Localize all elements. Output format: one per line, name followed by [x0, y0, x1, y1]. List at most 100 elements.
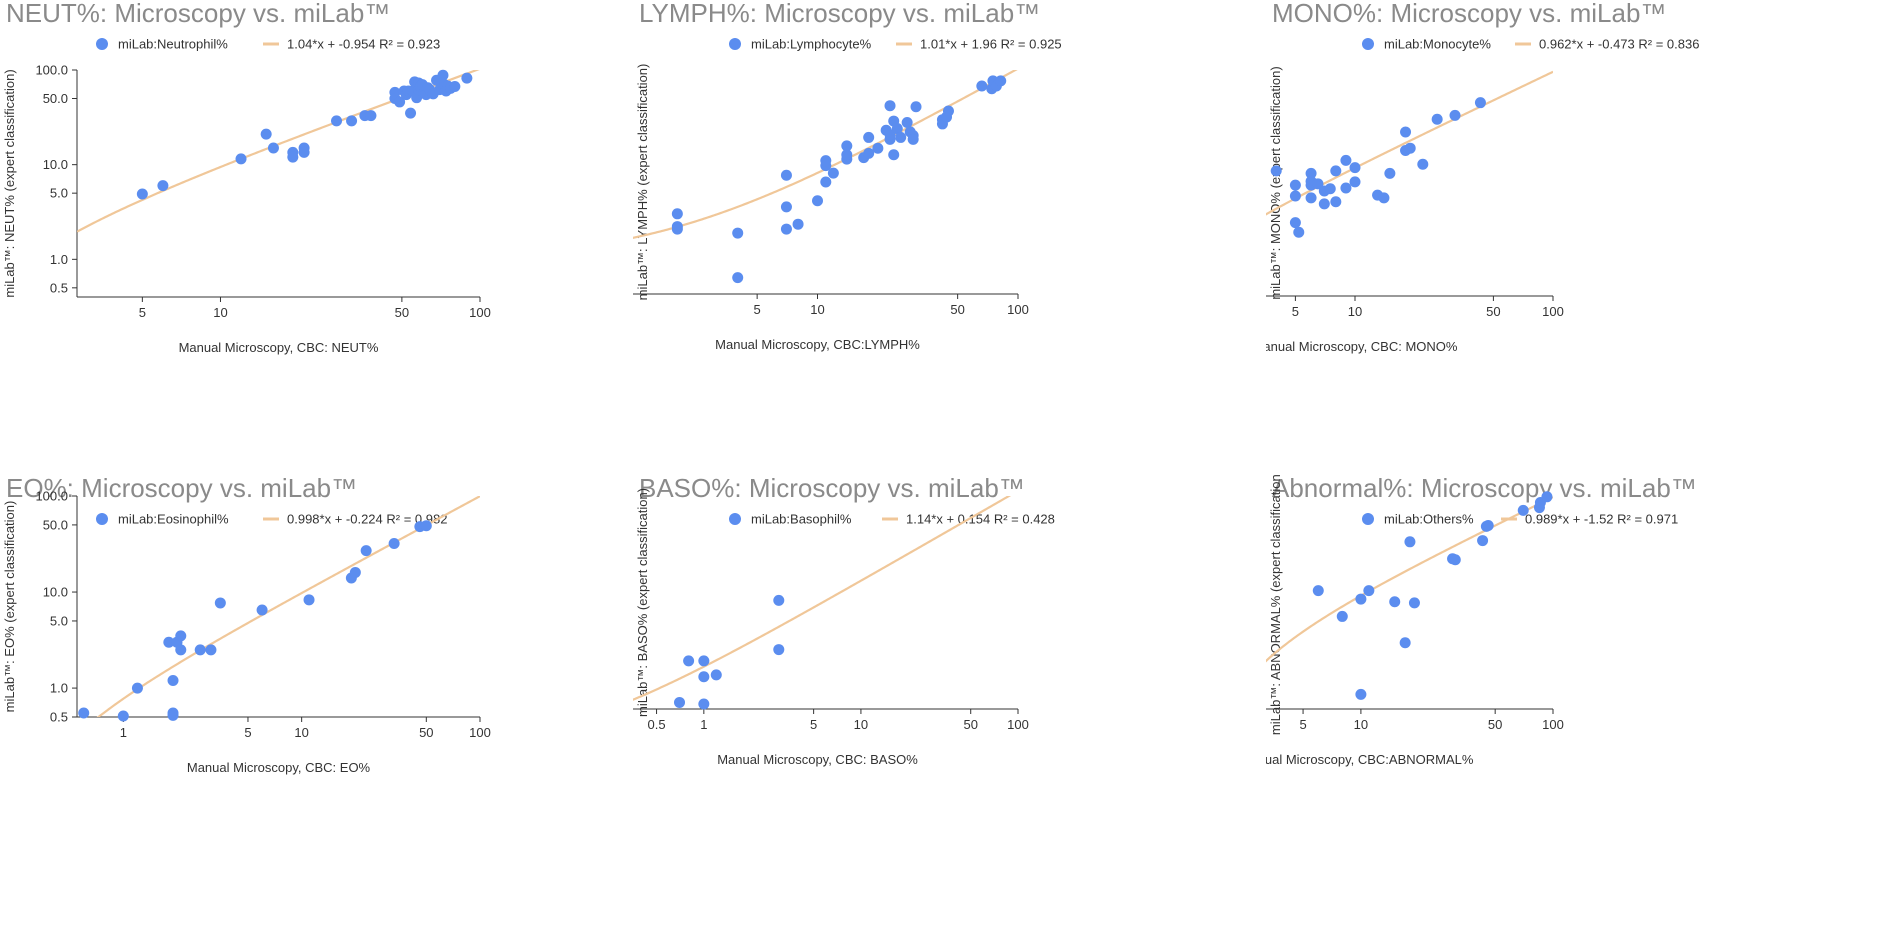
data-point — [891, 123, 903, 135]
data-point — [1305, 192, 1317, 204]
data-point — [1449, 554, 1461, 566]
data-point — [1389, 596, 1401, 608]
x-tick-label: 100 — [1542, 717, 1564, 732]
x-axis-title: Manual Microscopy, CBC: NEUT% — [179, 340, 379, 355]
chart-title: NEUT%: Microscopy vs. miLab™ — [6, 0, 390, 28]
data-point — [346, 115, 358, 127]
legend-label-series: miLab:Basophil% — [751, 512, 852, 527]
data-point — [136, 188, 148, 200]
data-point — [710, 669, 722, 681]
data-point — [732, 272, 744, 284]
x-tick-label: 50 — [963, 717, 977, 732]
x-tick-label: 100 — [1007, 302, 1029, 317]
data-point — [698, 698, 710, 710]
x-axis-title: Manual Microscopy, CBC:ABNORMAL% — [1266, 752, 1474, 767]
x-axis-title: Manual Microscopy, CBC:LYMPH% — [715, 337, 920, 352]
legend-label-fit: 1.14*x + 0.154 R² = 0.428 — [906, 512, 1055, 527]
data-point — [780, 169, 792, 181]
data-point — [827, 167, 839, 179]
data-point — [1305, 167, 1317, 179]
chart-mono-svg: MONO%: Microscopy vs. miLab™ miLab:Monocy… — [1266, 0, 1699, 354]
data-point — [235, 153, 247, 165]
x-tick-label: 10 — [213, 305, 227, 320]
legend-marker-points — [1362, 513, 1374, 525]
legend-label-fit: 0.989*x + -1.52 R² = 0.971 — [1525, 512, 1678, 527]
data-point — [1404, 536, 1416, 548]
y-tick-label: 0.5 — [50, 280, 68, 295]
legend-marker-points — [96, 513, 108, 525]
data-point — [394, 96, 406, 108]
x-tick-label: 100 — [469, 725, 491, 740]
data-point — [863, 147, 875, 159]
data-point — [1330, 165, 1342, 177]
data-point — [895, 131, 907, 143]
data-point — [683, 655, 695, 667]
data-point — [907, 133, 919, 145]
data-point — [303, 594, 315, 606]
legend-label-fit: 1.04*x + -0.954 R² = 0.923 — [287, 37, 440, 52]
data-point — [841, 149, 853, 161]
y-tick-label: 1.0 — [50, 252, 68, 267]
legend-marker-points — [1362, 38, 1374, 50]
fit-line — [633, 70, 1018, 239]
data-point — [1355, 688, 1367, 700]
data-point — [420, 520, 432, 532]
data-point — [773, 644, 785, 656]
data-point — [267, 142, 279, 154]
data-point — [773, 594, 785, 606]
y-axis-title: miLab™: MONO% (expert classification) — [1268, 66, 1283, 299]
data-point — [1340, 182, 1352, 194]
x-tick-label: 50 — [1488, 717, 1502, 732]
data-point — [194, 644, 206, 656]
y-axis-title: miLab™: EO% (expert classification) — [2, 501, 17, 713]
x-tick-label: 50 — [950, 302, 964, 317]
data-point — [1417, 158, 1429, 170]
fit-line — [633, 496, 1012, 701]
y-tick-label: 10.0 — [43, 585, 68, 600]
legend-marker-points — [729, 513, 741, 525]
legend-label-series: miLab:Lymphocyte% — [751, 37, 872, 52]
data-point — [1541, 491, 1553, 503]
chart-eo: EO%: Microscopy vs. miLab™ miLab:Eosinoph… — [0, 475, 633, 950]
x-axis-title: Manual Microscopy, CBC: MONO% — [1266, 339, 1458, 354]
x-tick-label: 5 — [1299, 717, 1306, 732]
data-point — [698, 671, 710, 683]
y-tick-label: 1.0 — [50, 681, 68, 696]
data-point — [841, 140, 853, 152]
data-point — [1289, 217, 1301, 229]
data-point — [872, 142, 884, 154]
data-point — [732, 227, 744, 239]
data-point — [1404, 142, 1416, 154]
chart-abnormal: Abnormal%: Microscopy vs. miLab™ miLab:Ot… — [1266, 475, 1899, 950]
data-point — [792, 218, 804, 230]
data-point — [1270, 165, 1282, 177]
chart-mono: MONO%: Microscopy vs. miLab™ miLab:Monocy… — [1266, 0, 1899, 475]
x-tick-label: 50 — [1486, 304, 1500, 319]
data-point — [175, 630, 187, 642]
chart-lymph: LYMPH%: Microscopy vs. miLab™ miLab:Lymph… — [633, 0, 1266, 475]
fit-line — [1266, 496, 1553, 663]
data-point — [674, 696, 686, 708]
data-point — [1355, 593, 1367, 605]
data-point — [1312, 585, 1324, 597]
data-point — [1400, 126, 1412, 138]
data-point — [365, 110, 377, 122]
chart-abnormal-svg: Abnormal%: Microscopy vs. miLab™ miLab:Ot… — [1266, 475, 1697, 767]
y-tick-label: 0.5 — [50, 710, 68, 725]
y-tick-label: 10.0 — [43, 157, 68, 172]
x-tick-label: 100 — [1542, 304, 1564, 319]
data-point — [812, 195, 823, 207]
data-point — [863, 131, 875, 143]
data-point — [205, 644, 217, 656]
data-point — [437, 69, 449, 81]
data-point — [214, 597, 226, 609]
data-point — [780, 201, 792, 213]
data-point — [780, 223, 792, 235]
x-tick-label: 10 — [854, 717, 868, 732]
fit-line — [96, 496, 480, 717]
legend-label-series: miLab:Monocyte% — [1384, 37, 1491, 52]
x-tick-label: 50 — [395, 305, 409, 320]
data-point — [884, 129, 896, 141]
data-point — [163, 636, 175, 648]
x-tick-label: 50 — [419, 725, 433, 740]
